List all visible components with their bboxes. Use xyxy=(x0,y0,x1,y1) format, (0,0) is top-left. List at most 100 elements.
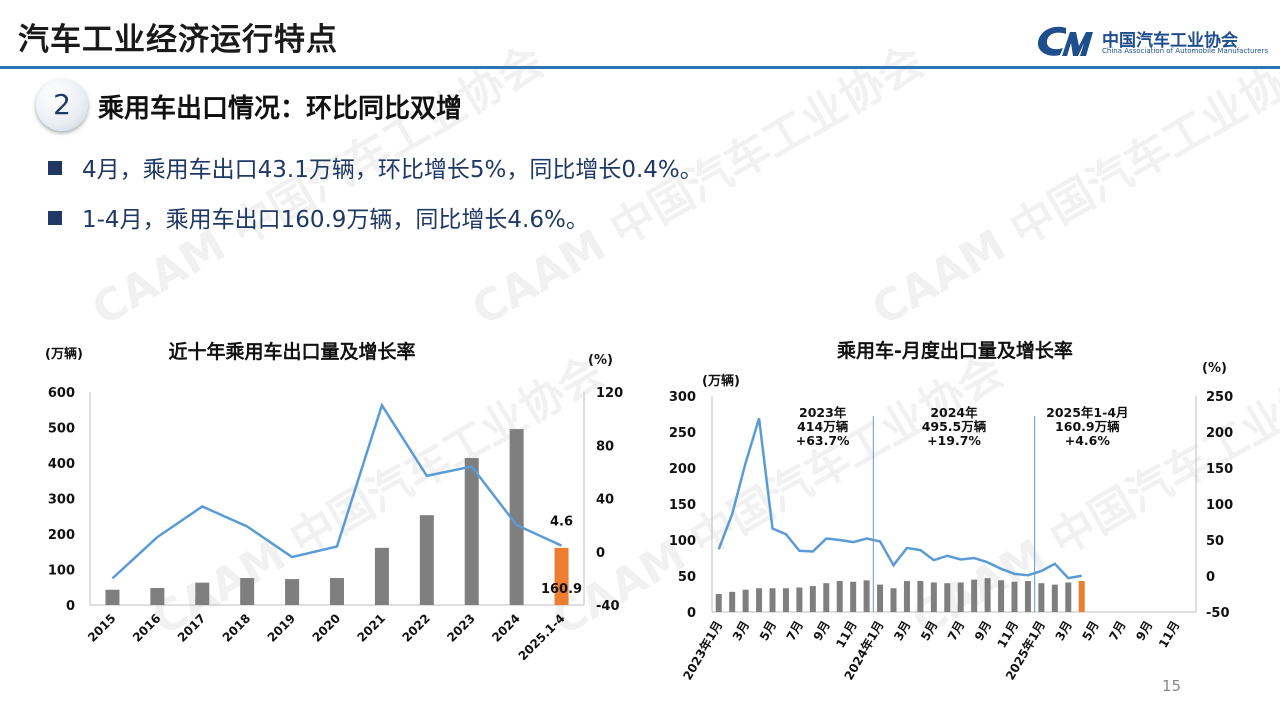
y2-axis-unit: (%) xyxy=(588,353,613,368)
bar xyxy=(374,547,389,605)
y-axis-unit: (万辆) xyxy=(45,346,83,362)
bar xyxy=(769,588,776,612)
bar xyxy=(1051,584,1058,612)
y2-tick-label: 200 xyxy=(1206,426,1233,441)
bar xyxy=(195,582,210,605)
x-tick-label: 11月 xyxy=(1156,619,1182,651)
logo-text-en: China Association of Automobile Manufact… xyxy=(1102,47,1269,55)
y-tick-label: 500 xyxy=(48,422,75,437)
bar xyxy=(729,591,736,612)
bullet-text: 4月，乘用车出口43.1万辆，环比增长5%，同比增长0.4%。 xyxy=(82,157,703,183)
bar xyxy=(836,581,843,612)
bar xyxy=(863,580,870,612)
y-tick-label: 50 xyxy=(678,570,696,585)
bar xyxy=(1038,583,1045,612)
header-divider xyxy=(0,66,1280,69)
bullet-square-icon xyxy=(48,211,62,225)
y-tick-label: 0 xyxy=(687,606,696,621)
bullet-item: 1-4月，乘用车出口160.9万辆，同比增长4.6%。 xyxy=(48,200,589,234)
chart-title: 近十年乘用车出口量及增长率 xyxy=(168,340,415,363)
x-tick-label: 9月 xyxy=(811,619,833,644)
bar xyxy=(903,581,910,612)
y-tick-label: 150 xyxy=(669,498,696,513)
bar xyxy=(930,582,937,612)
bar xyxy=(971,579,978,612)
y2-tick-label: 0 xyxy=(596,546,605,561)
bar xyxy=(877,584,884,612)
caam-logo: 中国汽车工业协会 China Association of Automobile… xyxy=(1036,22,1271,62)
x-tick-label: 3月 xyxy=(891,619,913,644)
y-tick-label: 250 xyxy=(669,426,696,441)
y2-tick-label: 150 xyxy=(1206,462,1233,477)
x-tick-label: 5月 xyxy=(918,619,940,644)
annotation-text: +19.7% xyxy=(927,433,981,448)
bar xyxy=(464,458,479,605)
annotation-text: 414万辆 xyxy=(797,419,849,434)
annotation-text: +63.7% xyxy=(796,433,850,448)
page-number: 15 xyxy=(1162,677,1182,695)
y-tick-label: 200 xyxy=(669,462,696,477)
y2-tick-label: 0 xyxy=(1206,570,1215,585)
bar xyxy=(554,547,569,605)
bar xyxy=(509,429,524,605)
bar xyxy=(240,578,255,605)
bullet-text: 1-4月，乘用车出口160.9万辆，同比增长4.6%。 xyxy=(82,207,589,233)
section-title: 乘用车出口情况：环比同比双增 xyxy=(98,94,463,124)
bar xyxy=(1024,581,1031,612)
bar-data-label: 160.9 xyxy=(541,582,582,597)
x-tick-label: 5月 xyxy=(1079,619,1101,644)
bullet-square-icon xyxy=(48,161,62,175)
bar xyxy=(890,588,897,612)
caam-logo-icon xyxy=(1037,26,1093,56)
growth-rate-line xyxy=(111,402,563,580)
x-tick-label: 11月 xyxy=(995,619,1021,651)
y2-tick-label: 120 xyxy=(596,386,623,401)
y2-tick-label: 100 xyxy=(1206,498,1233,513)
section-number: 2 xyxy=(36,79,88,131)
growth-rate-line xyxy=(717,417,1082,580)
bar xyxy=(105,589,120,605)
bar xyxy=(984,578,991,612)
y-tick-label: 200 xyxy=(48,528,75,543)
x-tick-label: 9月 xyxy=(972,619,994,644)
x-tick-label: 7月 xyxy=(784,619,806,644)
bar xyxy=(285,579,300,605)
bar xyxy=(850,581,857,612)
bar xyxy=(917,581,924,612)
y-tick-label: 100 xyxy=(48,564,75,579)
annotation-text: +4.6% xyxy=(1065,433,1111,448)
annotation-text: 2023年 xyxy=(799,405,847,420)
y2-tick-label: 40 xyxy=(596,493,614,508)
y2-tick-label: -50 xyxy=(1206,606,1230,621)
y-axis-unit: (万辆) xyxy=(702,373,740,389)
bar xyxy=(998,580,1005,612)
page-title: 汽车工业经济运行特点 xyxy=(18,22,338,58)
bar xyxy=(796,587,803,612)
bar xyxy=(809,586,816,612)
x-tick-label: 11月 xyxy=(833,619,859,651)
y2-tick-label: 50 xyxy=(1206,534,1224,549)
line-data-label: 4.6 xyxy=(550,515,573,530)
annotation-text: 2024年 xyxy=(930,405,978,420)
bar xyxy=(715,594,722,612)
bar xyxy=(1011,581,1018,612)
x-tick-label: 3月 xyxy=(1053,619,1075,644)
annotation-text: 2025年1-4月 xyxy=(1046,405,1128,420)
bar xyxy=(957,582,964,612)
y2-tick-label: -40 xyxy=(596,599,620,614)
bar xyxy=(782,588,789,612)
y-tick-label: 300 xyxy=(48,493,75,508)
chart-title: 乘用车-月度出口量及增长率 xyxy=(836,339,1073,362)
annotation-text: 160.9万辆 xyxy=(1055,419,1120,434)
x-tick-label: 2023年1月 xyxy=(679,618,725,682)
y-tick-label: 300 xyxy=(669,390,696,405)
bar xyxy=(150,587,165,605)
bar xyxy=(330,578,344,605)
bar xyxy=(419,515,434,605)
bar xyxy=(1078,580,1085,612)
bar xyxy=(823,583,830,612)
y-tick-label: 600 xyxy=(48,386,75,401)
x-tick-label: 9月 xyxy=(1133,619,1155,644)
x-tick-label: 5月 xyxy=(757,619,779,644)
